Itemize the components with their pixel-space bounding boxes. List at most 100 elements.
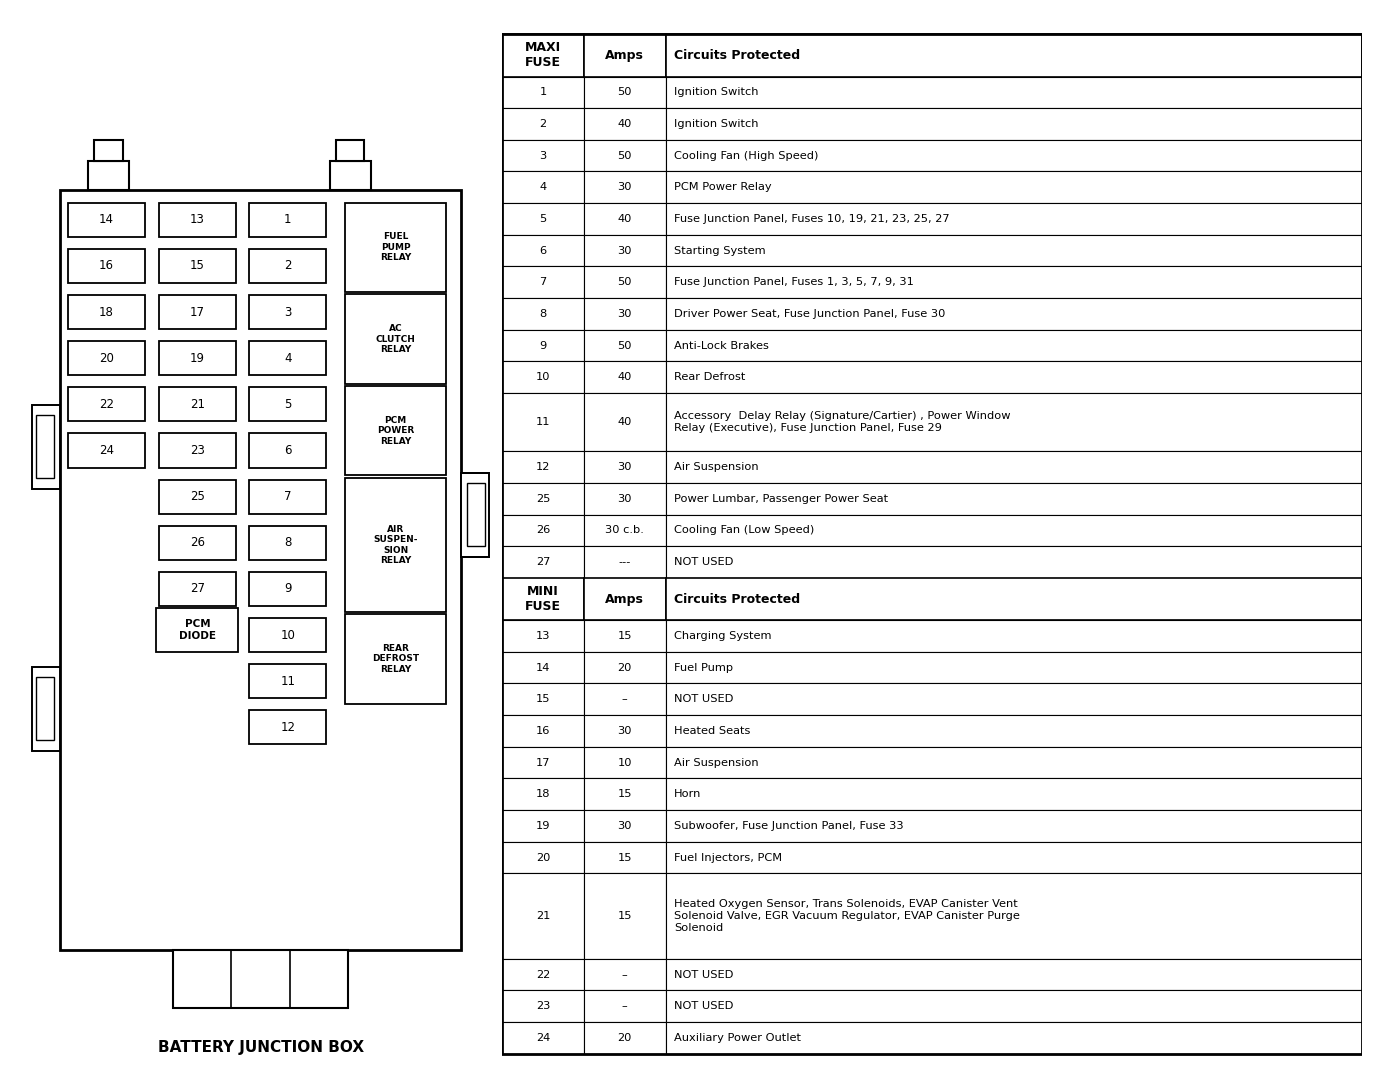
Bar bbox=[502, 652, 583, 683]
Bar bbox=[502, 746, 583, 778]
Text: Heated Seats: Heated Seats bbox=[674, 726, 751, 735]
Text: FUEL
PUMP
RELAY: FUEL PUMP RELAY bbox=[380, 233, 411, 262]
Bar bbox=[583, 683, 666, 715]
Text: Circuits Protected: Circuits Protected bbox=[674, 593, 801, 606]
Bar bbox=[583, 1022, 666, 1054]
Bar bbox=[583, 515, 666, 546]
Text: 11: 11 bbox=[535, 417, 550, 428]
Bar bbox=[158, 526, 235, 560]
Bar bbox=[666, 811, 1362, 842]
Text: 25: 25 bbox=[535, 494, 550, 504]
Text: 26: 26 bbox=[190, 536, 205, 549]
Text: 13: 13 bbox=[190, 213, 205, 226]
Text: 10: 10 bbox=[618, 757, 632, 768]
Text: MAXI
FUSE: MAXI FUSE bbox=[526, 41, 561, 70]
Bar bbox=[666, 35, 1362, 76]
Bar bbox=[158, 480, 235, 514]
Bar bbox=[666, 330, 1362, 361]
Bar bbox=[36, 678, 54, 740]
Bar bbox=[666, 778, 1362, 811]
Bar bbox=[666, 108, 1362, 140]
Bar bbox=[502, 393, 583, 452]
Text: Rear Defrost: Rear Defrost bbox=[674, 372, 746, 382]
Text: 10: 10 bbox=[281, 629, 296, 642]
Bar bbox=[583, 267, 666, 298]
Bar bbox=[666, 990, 1362, 1022]
Text: 7: 7 bbox=[539, 277, 546, 287]
Bar bbox=[583, 874, 666, 959]
Text: 24: 24 bbox=[99, 444, 114, 457]
Text: 50: 50 bbox=[618, 150, 632, 161]
Bar bbox=[502, 483, 583, 515]
Text: –: – bbox=[622, 969, 627, 979]
Bar bbox=[583, 35, 666, 76]
Bar bbox=[158, 387, 235, 421]
Text: 4: 4 bbox=[283, 351, 292, 364]
Text: 30: 30 bbox=[618, 246, 632, 256]
Bar bbox=[666, 361, 1362, 393]
Text: 22: 22 bbox=[537, 969, 550, 979]
Text: 2: 2 bbox=[283, 259, 292, 272]
Bar bbox=[583, 330, 666, 361]
Text: Fuel Pump: Fuel Pump bbox=[674, 663, 733, 672]
Text: 40: 40 bbox=[618, 372, 632, 382]
Text: Amps: Amps bbox=[605, 49, 644, 62]
Text: Subwoofer, Fuse Junction Panel, Fuse 33: Subwoofer, Fuse Junction Panel, Fuse 33 bbox=[674, 821, 904, 831]
Text: AC
CLUTCH
RELAY: AC CLUTCH RELAY bbox=[376, 324, 416, 354]
Bar bbox=[502, 990, 583, 1022]
Text: 50: 50 bbox=[618, 277, 632, 287]
Text: Ignition Switch: Ignition Switch bbox=[674, 119, 758, 129]
Bar bbox=[502, 267, 583, 298]
Bar bbox=[249, 480, 326, 514]
Text: 8: 8 bbox=[283, 536, 292, 549]
Text: 24: 24 bbox=[537, 1033, 550, 1043]
Bar bbox=[158, 572, 235, 606]
Text: 20: 20 bbox=[618, 663, 632, 672]
Bar bbox=[502, 874, 583, 959]
Text: 18: 18 bbox=[535, 789, 550, 800]
Bar bbox=[345, 615, 446, 704]
Bar bbox=[583, 811, 666, 842]
Text: 22: 22 bbox=[99, 398, 114, 411]
Bar bbox=[583, 959, 666, 990]
Bar bbox=[666, 578, 1362, 620]
Text: Fuel Injectors, PCM: Fuel Injectors, PCM bbox=[674, 853, 783, 863]
Bar bbox=[583, 76, 666, 108]
Text: Air Suspension: Air Suspension bbox=[674, 462, 760, 472]
Text: 30: 30 bbox=[618, 183, 632, 193]
Bar bbox=[158, 295, 235, 329]
Text: 3: 3 bbox=[539, 150, 546, 161]
Bar bbox=[583, 361, 666, 393]
Text: BATTERY JUNCTION BOX: BATTERY JUNCTION BOX bbox=[157, 1040, 363, 1054]
Bar bbox=[502, 959, 583, 990]
Bar bbox=[502, 546, 583, 578]
Bar bbox=[583, 483, 666, 515]
Bar bbox=[502, 235, 583, 267]
Text: NOT USED: NOT USED bbox=[674, 969, 733, 979]
Bar bbox=[666, 172, 1362, 203]
Bar bbox=[583, 393, 666, 452]
Text: Accessory  Delay Relay (Signature/Cartier) , Power Window
Relay (Executive), Fus: Accessory Delay Relay (Signature/Cartier… bbox=[674, 411, 1011, 433]
Text: 30: 30 bbox=[618, 309, 632, 319]
Text: 13: 13 bbox=[535, 631, 550, 641]
Text: 8: 8 bbox=[539, 309, 546, 319]
Text: 9: 9 bbox=[539, 341, 546, 350]
Text: AIR
SUSPEN-
SION
RELAY: AIR SUSPEN- SION RELAY bbox=[373, 524, 418, 565]
Text: PCM
DIODE: PCM DIODE bbox=[179, 619, 216, 641]
Text: Heated Oxygen Sensor, Trans Solenoids, EVAP Canister Vent
Solenoid Valve, EGR Va: Heated Oxygen Sensor, Trans Solenoids, E… bbox=[674, 900, 1020, 932]
Text: 1: 1 bbox=[283, 213, 292, 226]
Text: –: – bbox=[622, 1001, 627, 1011]
Bar bbox=[583, 778, 666, 811]
Text: Cooling Fan (Low Speed): Cooling Fan (Low Speed) bbox=[674, 526, 815, 535]
Text: 25: 25 bbox=[190, 491, 205, 503]
Bar bbox=[249, 202, 326, 237]
Text: PCM
POWER
RELAY: PCM POWER RELAY bbox=[377, 416, 414, 446]
Text: REAR
DEFROST
RELAY: REAR DEFROST RELAY bbox=[372, 644, 420, 673]
Bar bbox=[502, 330, 583, 361]
Bar bbox=[345, 386, 446, 475]
Bar bbox=[666, 483, 1362, 515]
Bar bbox=[468, 483, 486, 546]
Bar bbox=[158, 342, 235, 375]
Bar bbox=[666, 715, 1362, 746]
Bar bbox=[502, 172, 583, 203]
